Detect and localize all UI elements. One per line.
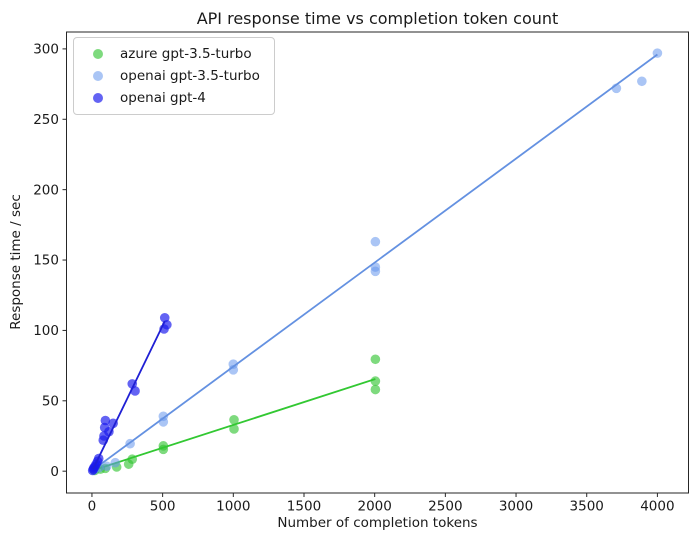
scatter-point-openai-gpt-3-5-turbo [637,76,647,87]
legend-item: openai gpt-3.5-turbo [84,65,260,87]
scatter-point-openai-gpt-4 [100,415,111,426]
scatter-point-openai-gpt-4 [104,426,114,437]
scatter-point-azure-gpt-3-5-turbo [229,415,239,425]
scatter-point-azure-gpt-3-5-turbo [370,376,381,386]
scatter-point-azure-gpt-3-5-turbo [370,354,381,365]
legend-box: azure gpt-3.5-turbo openai gpt-3.5-turbo o… [73,37,275,115]
scatter-point-azure-gpt-3-5-turbo [229,424,239,434]
y-tick-label: 300 [33,41,59,57]
scatter-point-openai-gpt-3-5-turbo [110,457,121,468]
x-tick-label: 500 [150,499,176,515]
scatter-point-openai-gpt-3-5-turbo [158,411,169,422]
legend-item: azure gpt-3.5-turbo [84,43,260,65]
x-axis-label: Number of completion tokens [277,515,478,531]
x-tick-label: 1000 [216,499,250,515]
y-tick-label: 150 [33,253,59,269]
y-tick-label: 200 [33,182,59,198]
y-tick-label: 250 [33,112,59,128]
x-tick-label: 1500 [287,499,321,515]
legend-item: openai gpt-4 [84,87,260,109]
scatter-point-openai-gpt-3-5-turbo [370,236,381,247]
x-tick-label: 2000 [357,499,391,515]
legend-marker-icon [93,71,103,81]
legend-label: azure gpt-3.5-turbo [120,46,252,62]
trend-line-openai-gpt-4 [92,320,166,470]
legend-label: openai gpt-3.5-turbo [120,68,260,84]
x-tick-label: 0 [88,499,97,515]
legend-marker-icon [93,49,103,59]
scatter-point-openai-gpt-3-5-turbo [228,359,239,370]
legend-marker-icon [93,93,103,103]
legend-label: openai gpt-4 [120,90,206,106]
trend-line-azure-gpt-3-5-turbo [94,378,376,471]
y-tick-label: 50 [42,393,59,409]
x-tick-label: 3000 [499,499,533,515]
x-tick-label: 3500 [570,499,604,515]
y-tick-label: 0 [50,464,59,480]
plot-border [66,31,689,494]
y-axis-label: Response time / sec [8,194,24,330]
y-tick-label: 100 [33,323,59,339]
scatter-point-openai-gpt-3-5-turbo [101,461,112,472]
x-tick-label: 2500 [428,499,462,515]
scatter-point-azure-gpt-3-5-turbo [370,384,381,395]
x-tick-label: 4000 [640,499,674,515]
trend-line-openai-gpt-3-5-turbo [93,53,658,470]
chart-title: API response time vs completion token co… [196,9,559,28]
